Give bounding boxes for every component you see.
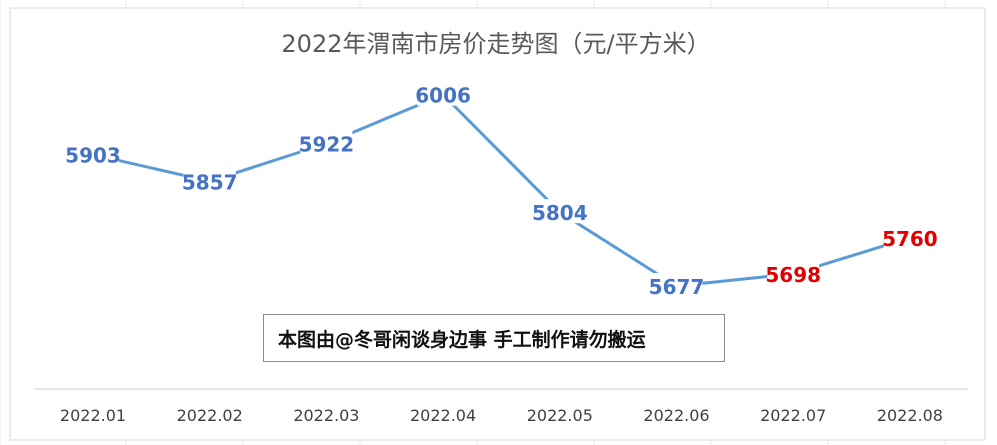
- data-label: 5677: [649, 275, 705, 299]
- watermark-box: 本图由@冬哥闲谈身边事 手工制作请勿搬运: [263, 314, 725, 362]
- data-label: 5903: [65, 144, 121, 168]
- x-tick-label: 2022.02: [177, 406, 243, 425]
- x-tick-labels: 2022.01 2022.02 2022.03 2022.04 2022.05 2022.…: [60, 406, 943, 425]
- x-tick-label: 2022.08: [877, 406, 943, 425]
- data-label-background: [67, 141, 119, 166]
- chart-title: 2022年渭南市房价走势图（元/平方米）: [281, 30, 710, 58]
- chart-area: [9, 7, 986, 441]
- data-label-background: [767, 260, 820, 285]
- data-label-background: [183, 168, 236, 193]
- x-tick-label: 2022.06: [643, 406, 709, 425]
- x-tick-label: 2022.05: [527, 406, 593, 425]
- data-labels: 5903 5857 5922 6006 5804 5677 5698 5760: [65, 81, 938, 299]
- data-label: 5857: [182, 170, 238, 194]
- data-label-background: [533, 199, 586, 224]
- data-label: 6006: [415, 84, 471, 108]
- data-label-background: [300, 130, 353, 155]
- x-tick-label: 2022.03: [293, 406, 359, 425]
- data-label: 5922: [299, 133, 355, 157]
- watermark-text: 本图由@冬哥闲谈身边事 手工制作请勿搬运: [278, 328, 646, 351]
- data-label-background: [417, 81, 470, 106]
- data-label: 5698: [765, 263, 821, 287]
- data-label: 5804: [532, 201, 588, 225]
- x-tick-label: 2022.07: [760, 406, 826, 425]
- data-label-background: [883, 224, 936, 249]
- data-label-background: [650, 273, 703, 298]
- x-tick-label: 2022.01: [60, 406, 126, 425]
- x-tick-label: 2022.04: [410, 406, 476, 425]
- data-label: 5760: [882, 227, 938, 251]
